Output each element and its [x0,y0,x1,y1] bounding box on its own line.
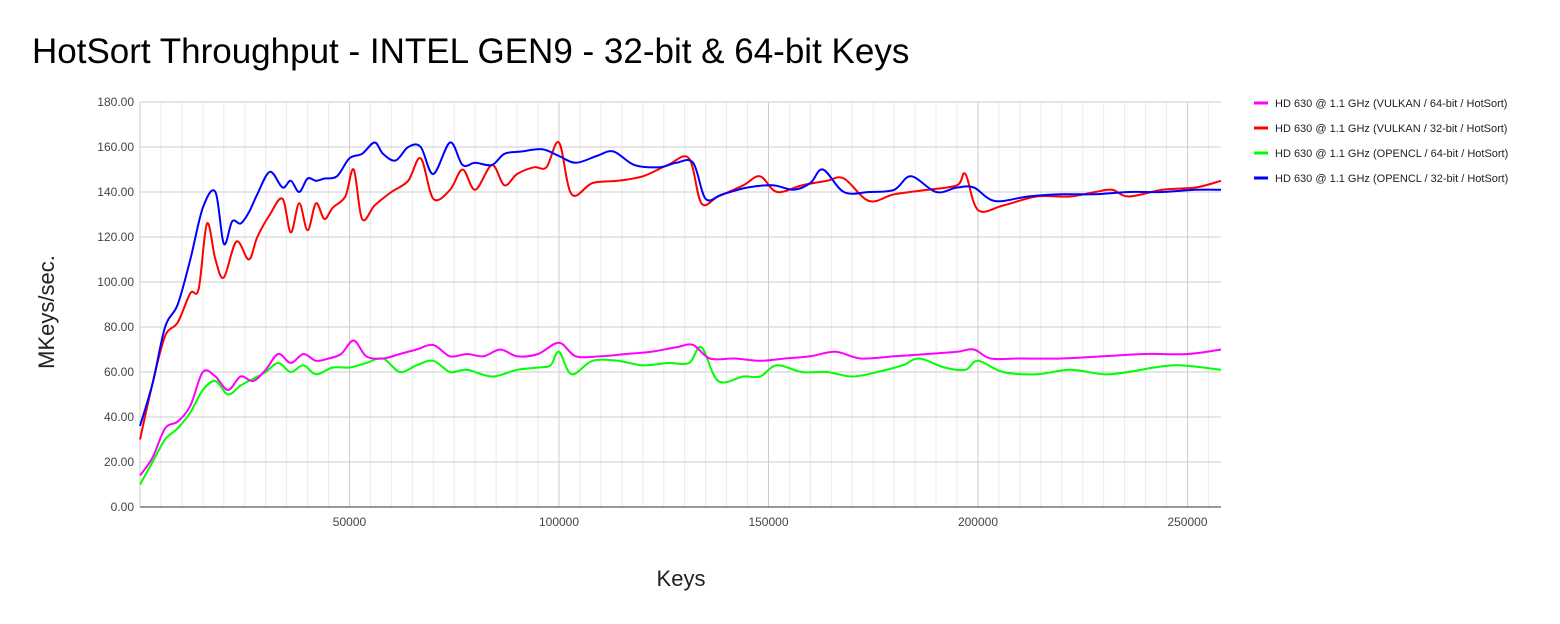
y-tick-label: 160.00 [97,140,134,154]
y-tick-label: 40.00 [104,410,134,424]
x-tick-label: 200000 [958,515,998,529]
gridlines [140,101,1221,507]
series-lines [139,141,1222,485]
legend-label: HD 630 @ 1.1 GHz (OPENCL / 64-bit / HotS… [1275,148,1508,160]
y-tick-label: 180.00 [97,95,134,109]
series-line-2 [139,141,1222,440]
legend-label: HD 630 @ 1.1 GHz (VULKAN / 32-bit / HotS… [1275,123,1507,135]
x-tick-label: 50000 [333,515,367,529]
y-tick-label: 100.00 [97,275,134,289]
y-tick-label: 140.00 [97,185,134,199]
y-tick-label: 0.00 [111,500,135,514]
y-axis-title: MKeys/sec. [34,255,59,369]
y-tick-label: 120.00 [97,230,134,244]
legend: HD 630 @ 1.1 GHz (VULKAN / 64-bit / HotS… [1254,98,1508,185]
tick-labels: 50000 100000 150000 200000 250000 0.00 20.00 40… [97,95,1208,529]
legend-label: HD 630 @ 1.1 GHz (OPENCL / 32-bit / HotS… [1275,173,1508,185]
x-tick-label: 250000 [1167,515,1207,529]
series-line-1 [139,339,1222,477]
series-line-4 [139,141,1222,427]
series-line-3 [139,346,1222,485]
y-tick-label: 20.00 [104,455,134,469]
x-tick-label: 150000 [748,515,788,529]
y-tick-label: 60.00 [104,365,134,379]
chart-title: HotSort Throughput - INTEL GEN9 - 32-bit… [32,32,910,71]
axes [139,102,1221,508]
x-tick-label: 100000 [539,515,579,529]
x-axis-title: Keys [657,566,706,591]
y-tick-label: 80.00 [104,320,134,334]
legend-label: HD 630 @ 1.1 GHz (VULKAN / 64-bit / HotS… [1275,98,1507,110]
